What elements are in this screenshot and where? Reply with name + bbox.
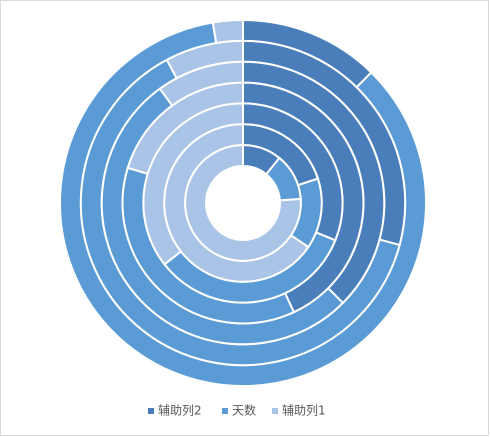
legend-swatch — [148, 408, 154, 414]
legend-label: 辅助列2 — [158, 404, 202, 418]
ring-segment — [184, 144, 302, 262]
legend: 辅助列2 天数 辅助列1 — [148, 403, 326, 418]
legend-label: 辅助列1 — [282, 404, 326, 418]
ring-segment — [211, 18, 244, 45]
legend-swatch — [272, 408, 278, 414]
rings — [59, 18, 427, 387]
legend-label: 天数 — [232, 403, 256, 418]
legend-swatch — [222, 408, 228, 414]
